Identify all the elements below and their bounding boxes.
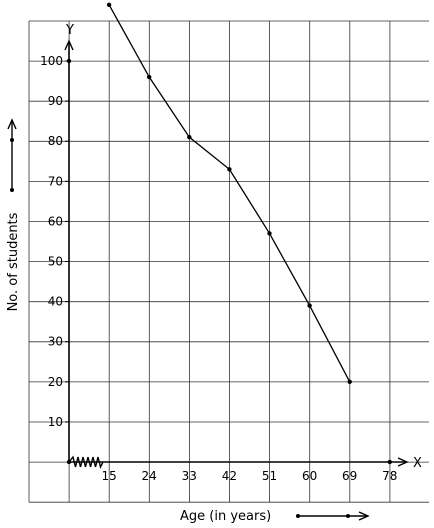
series <box>66 2 392 465</box>
y-tick-label: 100 <box>40 54 63 68</box>
y-tick-label: 60 <box>48 214 63 228</box>
y-tick-label: 70 <box>48 174 63 188</box>
xlabel-arrow-dot <box>346 514 350 518</box>
decorations <box>7 118 370 521</box>
x-axis-arrow <box>397 457 409 467</box>
ylabel-arrow-dot <box>10 188 14 192</box>
y-axis-arrow <box>64 39 74 51</box>
xlabel-arrow-head <box>358 511 370 521</box>
data-point <box>347 379 352 384</box>
y-tick-label: 90 <box>48 94 63 108</box>
x-tick-label: 24 <box>142 469 157 483</box>
y-tick-label: 80 <box>48 134 63 148</box>
x-axis-label: Age (in years) <box>180 509 271 524</box>
x-tick-label: 69 <box>342 469 357 483</box>
ylabel-arrow-dot <box>10 138 14 142</box>
x-tick-label: 33 <box>182 469 197 483</box>
data-point <box>307 303 312 308</box>
y-tick-label: 50 <box>48 255 63 269</box>
axis-point <box>387 459 392 465</box>
x-tick-label: 78 <box>382 469 397 483</box>
tick-labels: 15 24 33 42 51 60 69 78 10 20 30 40 50 60 70 80 90 100 <box>40 54 397 483</box>
axis-point <box>66 58 72 64</box>
y-tick-label: 10 <box>48 415 63 429</box>
data-point <box>147 74 152 80</box>
y-tick-label: 20 <box>48 375 63 389</box>
xlabel-arrow-dot <box>296 514 300 518</box>
x-tick-label: 51 <box>262 469 277 483</box>
axis-point <box>66 459 72 465</box>
y-axis-letter: Y <box>65 23 74 38</box>
y-tick-label: 40 <box>48 295 63 309</box>
data-point <box>106 2 112 8</box>
y-axis-label: No. of students <box>6 212 21 311</box>
y-tick-label: 30 <box>48 335 63 349</box>
data-point <box>187 134 192 140</box>
data-point <box>227 167 232 172</box>
axis-break-zigzag <box>68 455 104 470</box>
x-tick-label: 15 <box>101 469 116 483</box>
x-axis-letter: X <box>413 456 422 471</box>
x-tick-label: 42 <box>222 469 237 483</box>
ylabel-arrow-head <box>7 118 17 130</box>
data-point <box>267 231 272 236</box>
x-tick-label: 60 <box>302 469 317 483</box>
axes <box>64 39 409 470</box>
